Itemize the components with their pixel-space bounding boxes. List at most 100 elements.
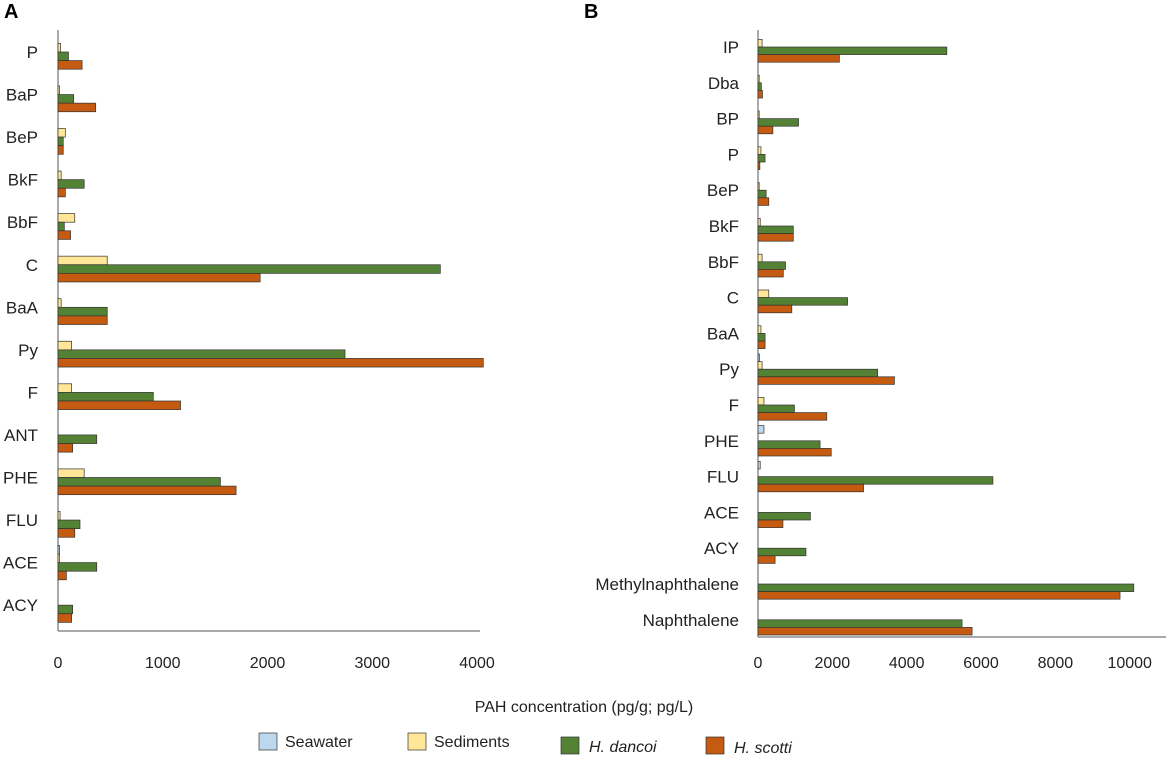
panel-b-category-py: Py — [719, 360, 739, 379]
panel-b-bars — [757, 39, 1135, 636]
panel-b-tick-8000: 8000 — [1038, 655, 1074, 672]
legend-item-seawater: Seawater — [258, 732, 353, 751]
panel-a-bar-c-sediments — [57, 255, 108, 266]
panel-a-category-flu: FLU — [6, 511, 38, 530]
panel-a-bar-phe-h-scotti — [57, 485, 237, 496]
panel-a-bar-p-h-dancoi — [57, 51, 69, 61]
panel-b-bar-ip-sediments — [757, 39, 763, 48]
legend-label-h-dancoi: H. dancoi — [589, 739, 657, 756]
panel-b-bar-methylnaphthalene-h-scotti — [757, 591, 1121, 600]
panel-a-bar-bkf-h-dancoi — [57, 179, 85, 189]
panel-a-category-baa: BaA — [6, 298, 39, 317]
panel-b-bar-bp-h-dancoi — [757, 118, 799, 127]
panel-b-bar-c-sediments — [757, 289, 770, 298]
panel-a-category-acy: ACY — [3, 596, 38, 615]
panel-a-bar-ace-sediments — [57, 553, 60, 563]
panel-b-category-f: F — [729, 396, 739, 415]
panel-b-bar-dba-h-scotti — [757, 90, 763, 99]
panel-b-bar-bbf-h-dancoi — [757, 261, 786, 270]
panel-b-bar-f-h-dancoi — [757, 404, 795, 413]
panel-b-bar-acy-h-dancoi — [757, 547, 807, 557]
panel-b-bar-py-h-scotti — [757, 376, 895, 385]
panel-a-bar-bap-h-dancoi — [57, 94, 75, 104]
panel-b-bar-bbf-sediments — [757, 253, 763, 263]
panel-b-bar-py-sediments — [757, 361, 763, 370]
legend-label-h-scotti: H. scotti — [734, 740, 792, 757]
panel-a-tick-labels: 0 1000 2000 3000 4000 — [54, 655, 495, 672]
panel-b-category-p: P — [728, 145, 739, 164]
panel-b-category-ip: IP — [723, 38, 739, 57]
panel-b-bar-phe-seawater — [757, 425, 765, 434]
panel-b-bar-acy-h-scotti — [757, 555, 776, 564]
panel-b-bar-f-h-scotti — [757, 412, 828, 421]
legend-label-sediments: Sediments — [434, 734, 510, 751]
panel-a-bar-baa-h-scotti — [57, 315, 108, 325]
panel-a-bar-c-h-scotti — [57, 273, 261, 283]
panel-b-bar-py-seawater — [757, 353, 760, 362]
panel-a-bar-py-sediments — [57, 340, 72, 351]
panel-b-bar-bep-h-scotti — [757, 197, 770, 206]
panel-b-bar-ace-h-scotti — [757, 519, 784, 528]
panel-b-label: B — [584, 1, 598, 23]
legend: Seawater Sediments H. dancoi H. scotti — [258, 732, 792, 757]
panel-a-category-bep: BeP — [6, 128, 38, 147]
legend-item-h-dancoi: H. dancoi — [560, 736, 657, 756]
panel-b-category-acy: ACY — [704, 539, 739, 558]
panel-b-bar-bep-h-dancoi — [757, 189, 767, 199]
panel-b-bar-bep-sediments — [757, 182, 760, 191]
panel-a-bar-flu-sediments — [57, 511, 61, 521]
panel-a-bar-flu-h-dancoi — [57, 519, 81, 529]
legend-swatch-h-scotti — [705, 736, 725, 755]
panel-b-bar-ip-h-dancoi — [757, 46, 948, 55]
panel-a-bar-py-h-scotti — [57, 358, 484, 368]
legend-swatch-sediments — [407, 732, 427, 751]
panel-b-bar-ip-h-scotti — [757, 54, 840, 63]
panel-b-category-c: C — [727, 289, 739, 308]
panel-a-bar-bbf-sediments — [57, 213, 76, 223]
panel-b-bar-baa-sediments — [757, 325, 762, 334]
panel-b-bar-bkf-h-dancoi — [757, 225, 794, 234]
panel-b-category-baa: BaA — [707, 324, 740, 343]
panel-b-bar-phe-h-scotti — [757, 448, 832, 457]
panel-b-bar-phe-h-dancoi — [757, 440, 821, 449]
panel-a-bar-bep-sediments — [57, 128, 66, 138]
panel-a-tick-4000: 4000 — [459, 655, 495, 672]
panel-b-bar-bp-sediments — [757, 110, 760, 119]
panel-a-bar-phe-h-dancoi — [57, 477, 221, 487]
legend-item-h-scotti: H. scotti — [705, 736, 792, 757]
panel-b-bar-p-h-scotti — [757, 161, 761, 170]
panel-a-bar-bkf-h-scotti — [57, 187, 66, 198]
panel-b-bar-dba-sediments — [757, 74, 760, 84]
panel-a-label: A — [4, 1, 18, 23]
panel-b-tick-labels: 0 2000 4000 6000 8000 10000 — [754, 655, 1152, 672]
panel-a-bars — [57, 43, 484, 623]
panel-a-bar-bap-sediments — [57, 85, 60, 95]
panel-a-category-ace: ACE — [3, 554, 38, 573]
panel-a-tick-0: 0 — [54, 655, 63, 672]
panel-b-bar-c-h-dancoi — [757, 297, 848, 306]
legend-swatch-seawater — [258, 732, 278, 751]
panel-b-category-phe: PHE — [704, 432, 739, 451]
panel-b-bar-bkf-h-scotti — [757, 233, 794, 242]
panel-a-bar-bep-h-scotti — [57, 145, 64, 155]
panel-b: B IP Dba BP P BeP BkF BbF C BaA Py F PHE FLU ACE ACY Me… — [584, 1, 1166, 672]
panel-a-bar-baa-sediments — [57, 298, 62, 308]
panel-b-bar-ace-h-dancoi — [757, 512, 811, 521]
panel-a-bar-f-sediments — [57, 383, 72, 393]
panel-a-bar-ace-h-dancoi — [57, 562, 98, 572]
panel-b-bar-bp-h-scotti — [757, 125, 774, 135]
panel-b-category-dba: Dba — [708, 74, 740, 93]
panel-b-category-ace: ACE — [704, 503, 739, 522]
panel-b-bar-dba-h-dancoi — [757, 82, 762, 91]
panel-a-bar-bap-h-scotti — [57, 102, 97, 113]
x-axis-label: PAH concentration (pg/g; pg/L) — [475, 699, 694, 716]
legend-item-sediments: Sediments — [407, 732, 510, 751]
panel-a-bar-ace-seawater — [57, 545, 60, 555]
panel-a-bar-bbf-h-dancoi — [57, 221, 65, 232]
panel-b-bar-c-h-scotti — [757, 304, 793, 314]
panel-a-bar-ant-h-dancoi — [57, 434, 98, 444]
panel-b-bar-naphthalene-h-dancoi — [757, 619, 963, 628]
panel-b-category-methylnaphthalene: Methylnaphthalene — [595, 575, 739, 594]
panel-a-bar-phe-sediments — [57, 468, 85, 478]
panel-a-category-labels: P BaP BeP BkF BbF C BaA Py F ANT PHE FLU ACE ACY — [3, 43, 39, 615]
